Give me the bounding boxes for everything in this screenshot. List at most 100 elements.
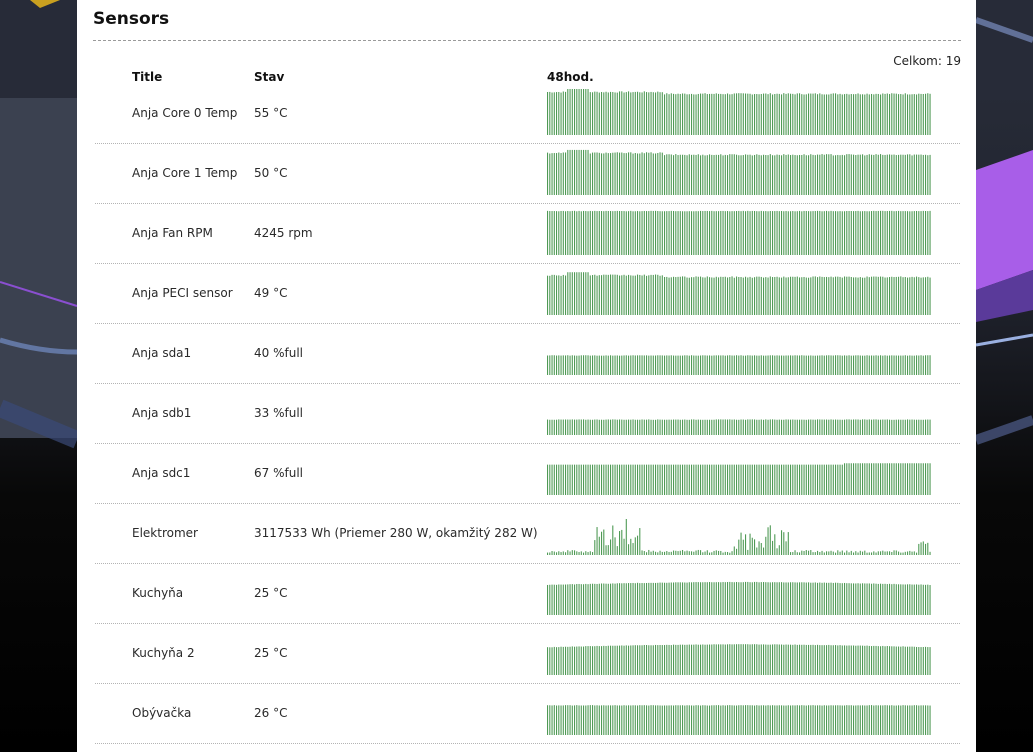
history-sparkline [547, 519, 931, 555]
spark-bar [630, 275, 632, 315]
spark-bar [682, 93, 684, 135]
spark-bar [650, 210, 652, 255]
spark-bar [916, 355, 918, 375]
spark-bar [697, 705, 699, 735]
spark-bar [801, 155, 803, 195]
spark-bar [801, 705, 803, 735]
spark-bar [749, 419, 751, 435]
spark-bar [889, 419, 891, 435]
spark-bar [886, 646, 888, 675]
spark-bar [729, 705, 731, 735]
spark-bar [610, 274, 612, 315]
spark-bar [868, 419, 870, 435]
spark-bar [774, 94, 776, 135]
spark-bar [805, 211, 807, 255]
spark-bar [598, 646, 600, 675]
spark-bar [893, 583, 895, 615]
spark-bar [877, 551, 879, 555]
spark-bar [922, 277, 924, 315]
spark-bar [814, 582, 816, 615]
spark-bar [720, 93, 722, 135]
spark-bar [819, 645, 821, 675]
spark-bar [621, 645, 623, 675]
spark-bar [623, 153, 625, 195]
spark-bar [688, 419, 690, 435]
table-row: Obývačka 26 °C [95, 684, 960, 744]
spark-bar [783, 582, 785, 615]
spark-bar [736, 419, 738, 435]
spark-bar [661, 92, 663, 135]
spark-bar [652, 705, 654, 735]
spark-bar [594, 419, 596, 435]
sensor-title: Anja PECI sensor [132, 286, 233, 300]
spark-bar [601, 464, 603, 495]
spark-bar [868, 463, 870, 495]
spark-bar [592, 92, 594, 135]
spark-bar [763, 644, 765, 675]
spark-bar [740, 93, 742, 135]
spark-bar [556, 552, 558, 555]
spark-bar [634, 275, 636, 315]
spark-bar [920, 705, 922, 735]
spark-bar [547, 275, 549, 315]
spark-bar [767, 155, 769, 195]
spark-bar [677, 155, 679, 195]
spark-bar [610, 91, 612, 135]
spark-bar [578, 464, 580, 495]
spark-bar [727, 582, 729, 615]
spark-bar [682, 355, 684, 375]
spark-bar [819, 355, 821, 375]
spark-bar [632, 419, 634, 435]
spark-bar [830, 582, 832, 615]
spark-bar [916, 419, 918, 435]
spark-bar [700, 582, 702, 615]
spark-bar [785, 154, 787, 195]
spark-bar [794, 464, 796, 495]
spark-bar [713, 582, 715, 615]
spark-bar [736, 276, 738, 315]
spark-bar [907, 705, 909, 735]
spark-bar [601, 583, 603, 615]
spark-bar [709, 419, 711, 435]
spark-bar [907, 355, 909, 375]
spark-bar [700, 155, 702, 195]
spark-bar [659, 211, 661, 255]
spark-bar [799, 154, 801, 195]
spark-bar [551, 153, 553, 195]
spark-bar [925, 543, 927, 555]
spark-bar [796, 276, 798, 315]
spark-bar [839, 583, 841, 615]
spark-bar [637, 464, 639, 495]
spark-bar [781, 644, 783, 675]
spark-bar [675, 705, 677, 735]
spark-bar [855, 94, 857, 135]
spark-bar [886, 277, 888, 315]
spark-bar [693, 464, 695, 495]
spark-bar [634, 645, 636, 675]
spark-bar [889, 646, 891, 675]
spark-bar [664, 94, 666, 135]
spark-bar [733, 546, 735, 555]
spark-bar [875, 154, 877, 195]
spark-bar [709, 355, 711, 375]
spark-bar [718, 355, 720, 375]
spark-bar [740, 355, 742, 375]
spark-bar [666, 419, 668, 435]
spark-bar [688, 551, 690, 555]
spark-bar [733, 705, 735, 735]
spark-bar [639, 92, 641, 135]
spark-bar [709, 552, 711, 555]
spark-bar [648, 645, 650, 675]
spark-bar [558, 211, 560, 255]
spark-bar [889, 210, 891, 255]
spark-bar [720, 154, 722, 195]
spark-bar [619, 211, 621, 255]
spark-bar [918, 355, 920, 375]
spark-bar [864, 705, 866, 735]
spark-bar [596, 211, 598, 255]
spark-bar [587, 552, 589, 555]
spark-bar [574, 584, 576, 615]
spark-bar [839, 705, 841, 735]
spark-bar [839, 355, 841, 375]
spark-bar [569, 419, 571, 435]
